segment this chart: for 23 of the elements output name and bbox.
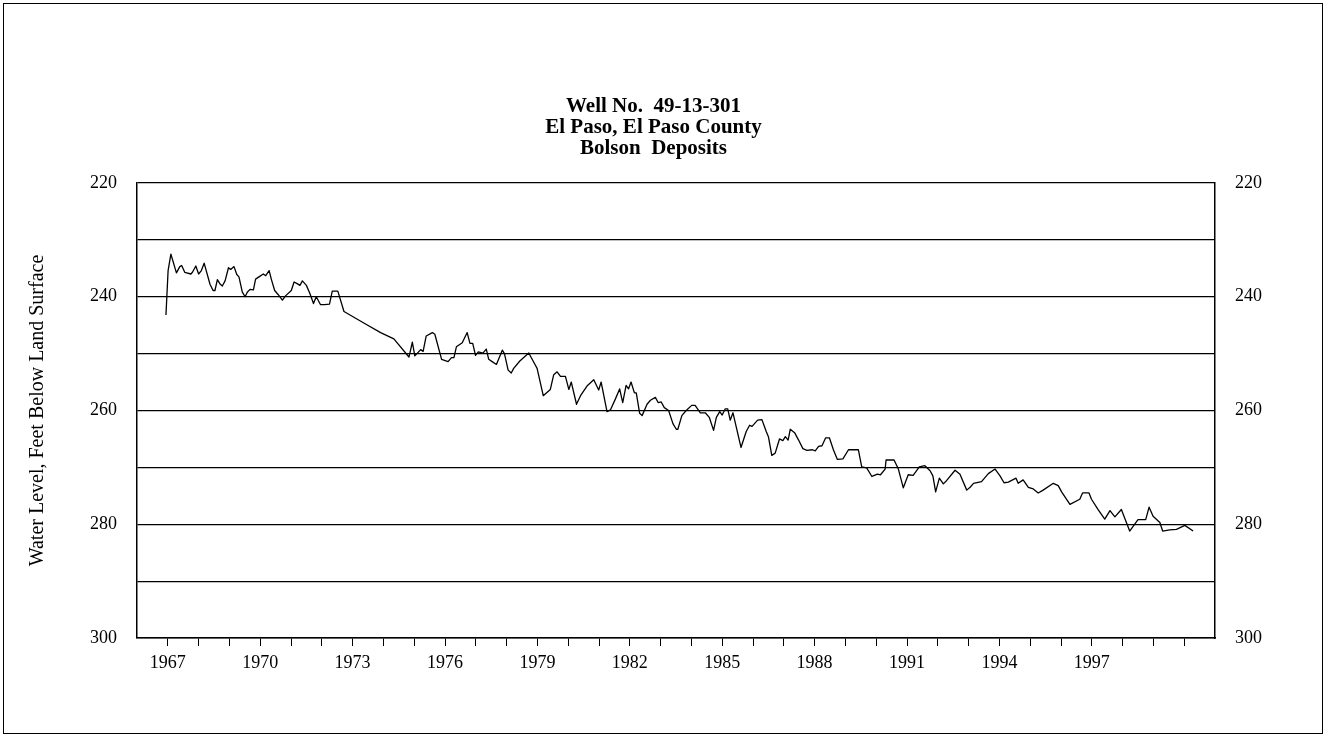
y-tick-label: 260: [90, 399, 117, 420]
y-axis-title: Water Level, Feet Below Land Surface: [25, 254, 48, 567]
x-tick-label: 1979: [519, 651, 556, 672]
x-tick-label: 1973: [334, 651, 371, 672]
x-tick-label: 1985: [704, 651, 741, 672]
x-tick-label: 1988: [796, 651, 833, 672]
y2-tick-label: 280: [1235, 512, 1262, 533]
chart-title: Well No. 49-13-301 El Paso, El Paso County Bolson Deposits: [545, 92, 763, 159]
x-tick-label: 1970: [242, 651, 279, 672]
x-tick-label: 1997: [1073, 651, 1110, 672]
x-tick-label: 1982: [611, 651, 648, 672]
y-tick-label: 240: [90, 285, 117, 306]
y2-tick-label: 240: [1235, 285, 1262, 306]
x-tick-label: 1991: [889, 651, 925, 672]
y2-tick-label: 300: [1235, 626, 1262, 647]
y-tick-label: 280: [90, 512, 117, 533]
y2-tick-label: 260: [1235, 399, 1262, 420]
x-tick-label: 1967: [149, 651, 186, 672]
x-tick-label: 1976: [427, 651, 463, 672]
y2-tick-label: 220: [1235, 171, 1262, 192]
y-tick-label: 300: [90, 626, 117, 647]
y-tick-label: 220: [90, 171, 117, 192]
x-tick-label: 1994: [981, 651, 1018, 672]
